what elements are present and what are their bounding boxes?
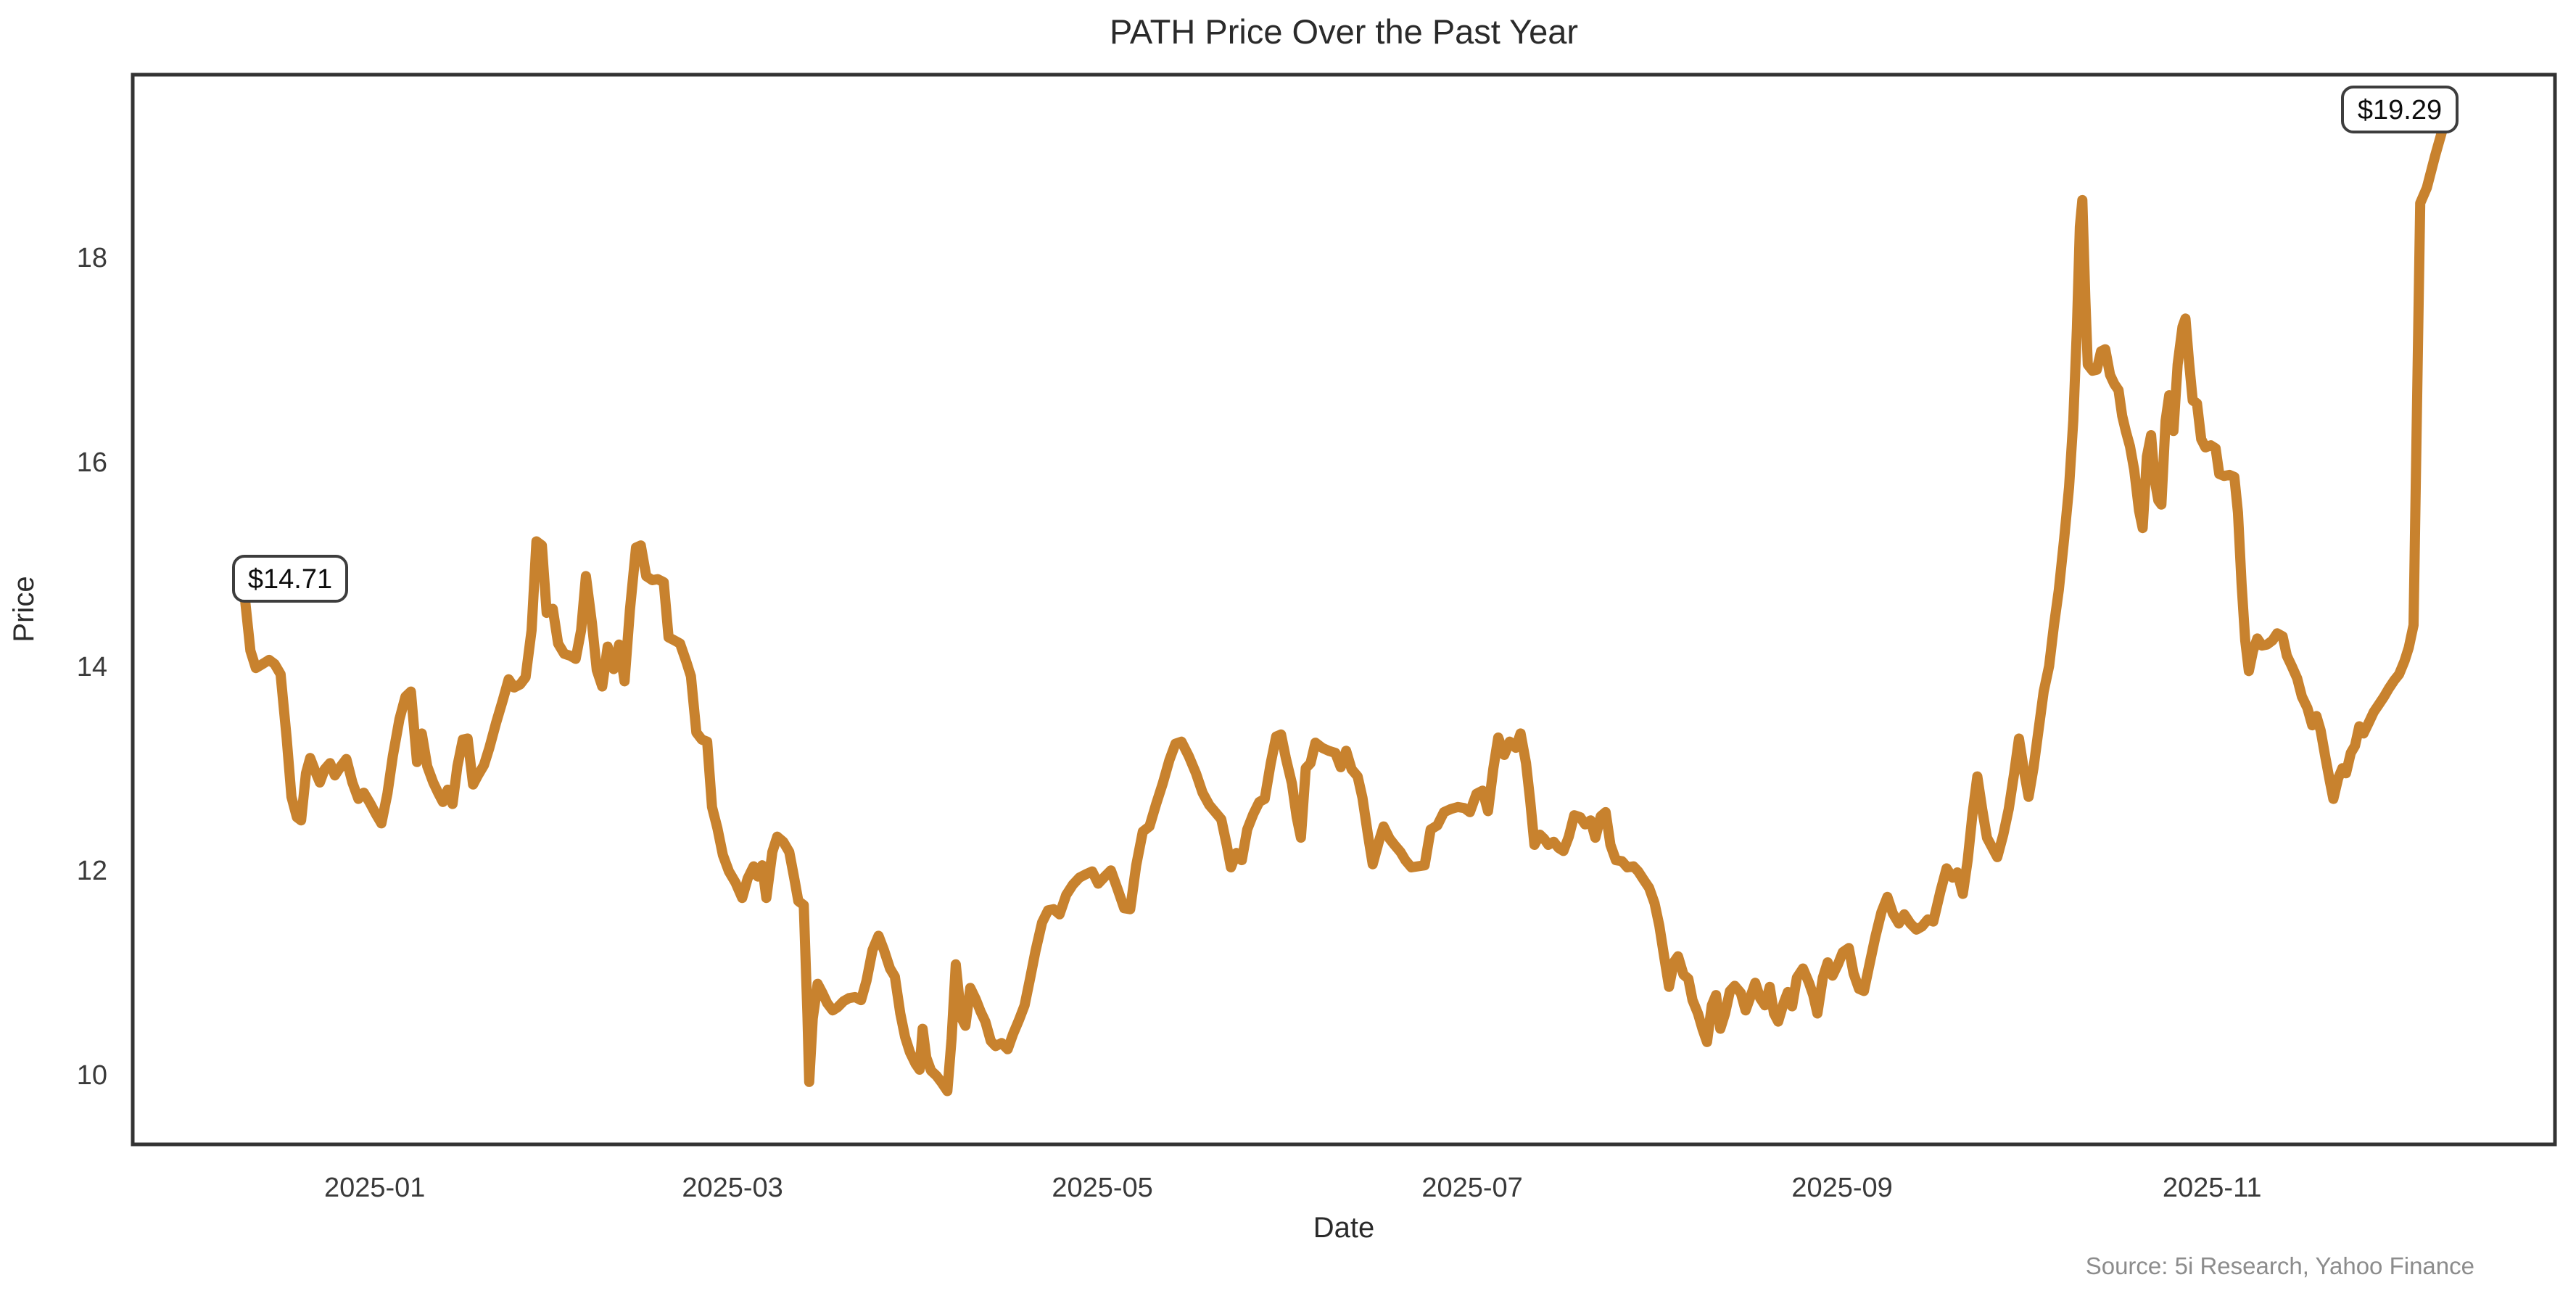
- source-note: Source: 5i Research, Yahoo Finance: [2086, 1252, 2474, 1279]
- x-tick-label: 2025-01: [324, 1173, 425, 1203]
- end-annotation-text: $19.29: [2358, 95, 2442, 125]
- start-price-annotation: $14.71: [232, 555, 348, 603]
- y-tick-label: 10: [77, 1060, 107, 1091]
- y-tick-label: 18: [77, 243, 107, 273]
- y-tick-label: 14: [77, 652, 107, 682]
- y-tick-label: 16: [77, 447, 107, 478]
- start-annotation-box: [232, 555, 348, 603]
- x-tick-label: 2025-05: [1052, 1173, 1152, 1203]
- y-tick-label: 12: [77, 856, 107, 886]
- x-tick-label: 2025-07: [1421, 1173, 1522, 1203]
- x-tick-label: 2025-09: [1791, 1173, 1892, 1203]
- x-axis-label: Date: [1313, 1212, 1375, 1244]
- y-axis-ticks: 18 16 14 12 10: [77, 243, 107, 1091]
- y-axis-label: Price: [8, 576, 40, 642]
- price-line-series: [239, 120, 2449, 1097]
- start-annotation-text: $14.71: [248, 564, 332, 595]
- x-tick-label: 2025-11: [2163, 1173, 2262, 1203]
- plot-border: [131, 73, 2557, 1147]
- end-annotation-box: [2341, 86, 2459, 133]
- x-axis-ticks: 2025-01 2025-03 2025-05 2025-07 2025-09 2025-…: [324, 1173, 2262, 1203]
- x-tick-label: 2025-03: [682, 1173, 783, 1203]
- end-price-annotation: $19.29: [2341, 86, 2459, 133]
- chart-title: PATH Price Over the Past Year: [1110, 12, 1578, 51]
